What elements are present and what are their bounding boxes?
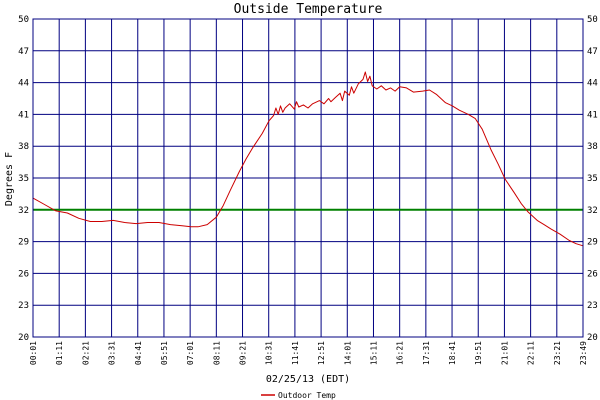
x-axis-label: 02/25/13 (EDT) bbox=[266, 374, 350, 385]
y-tick-label-right: 47 bbox=[587, 47, 598, 57]
y-tick-label-right: 29 bbox=[587, 238, 598, 248]
y-tick-label-left: 32 bbox=[18, 206, 29, 216]
y-tick-label-right: 41 bbox=[587, 110, 598, 120]
x-tick-label: 17:31 bbox=[422, 341, 431, 365]
y-tick-label-right: 38 bbox=[587, 142, 598, 152]
x-tick-label: 12:51 bbox=[317, 341, 326, 365]
y-tick-label-right: 35 bbox=[587, 174, 598, 184]
x-tick-label: 22:11 bbox=[527, 341, 536, 365]
series-line-outdoor-temp bbox=[32, 71, 584, 247]
y-tick-label-right: 23 bbox=[587, 301, 598, 311]
x-tick-label: 18:41 bbox=[448, 341, 457, 365]
x-tick-label: 07:01 bbox=[186, 341, 195, 365]
y-tick-label-left: 23 bbox=[18, 301, 29, 311]
x-tick-label: 16:21 bbox=[396, 341, 405, 365]
y-tick-label-right: 44 bbox=[587, 79, 598, 89]
y-tick-label-right: 50 bbox=[587, 15, 598, 25]
x-tick-label: 21:01 bbox=[500, 341, 509, 365]
y-tick-label-left: 47 bbox=[18, 47, 29, 57]
y-tick-label-left: 38 bbox=[18, 142, 29, 152]
y-tick-label-left: 35 bbox=[18, 174, 29, 184]
y-tick-label-right: 20 bbox=[587, 333, 598, 343]
legend: Outdoor Temp bbox=[261, 391, 336, 400]
legend-label: Outdoor Temp bbox=[278, 391, 336, 400]
y-tick-label-right: 26 bbox=[587, 269, 598, 279]
x-tick-label: 15:11 bbox=[369, 341, 378, 365]
x-tick-label: 09:21 bbox=[239, 341, 248, 365]
y-axis-label: Degrees F bbox=[4, 152, 15, 206]
x-tick-label: 05:51 bbox=[160, 341, 169, 365]
y-tick-label-left: 50 bbox=[18, 15, 29, 25]
x-tick-label: 23:49 bbox=[579, 341, 588, 365]
chart-title: Outside Temperature bbox=[234, 2, 383, 17]
x-tick-label: 11:41 bbox=[291, 341, 300, 365]
x-tick-label: 04:41 bbox=[134, 341, 143, 365]
x-tick-label: 03:31 bbox=[108, 341, 117, 365]
x-tick-label: 19:51 bbox=[474, 341, 483, 365]
y-tick-label-left: 44 bbox=[18, 79, 29, 89]
y-tick-labels-left: 20 23 26 29 32 35 38 41 44 47 50 bbox=[18, 15, 29, 343]
y-tick-label-left: 29 bbox=[18, 238, 29, 248]
y-tick-label-left: 26 bbox=[18, 269, 29, 279]
x-tick-labels: 00:01 01:11 02:21 03:31 04:41 05:51 07:01 08:11… bbox=[29, 341, 588, 365]
x-tick-label: 01:11 bbox=[55, 341, 64, 365]
y-tick-label-left: 41 bbox=[18, 110, 29, 120]
series-group bbox=[32, 71, 584, 247]
y-tick-label-left: 20 bbox=[18, 333, 29, 343]
x-tick-label: 23:21 bbox=[553, 341, 562, 365]
x-tick-label: 08:11 bbox=[212, 341, 221, 365]
y-tick-label-right: 32 bbox=[587, 206, 598, 216]
x-tick-label: 02:21 bbox=[81, 341, 90, 365]
x-tick-label: 10:31 bbox=[265, 341, 274, 365]
plot-frame bbox=[32, 18, 584, 338]
y-tick-labels-right: 20 23 26 29 32 35 38 41 44 47 50 bbox=[587, 15, 598, 343]
x-tick-label: 00:01 bbox=[29, 341, 38, 365]
x-tick-label: 14:01 bbox=[343, 341, 352, 365]
